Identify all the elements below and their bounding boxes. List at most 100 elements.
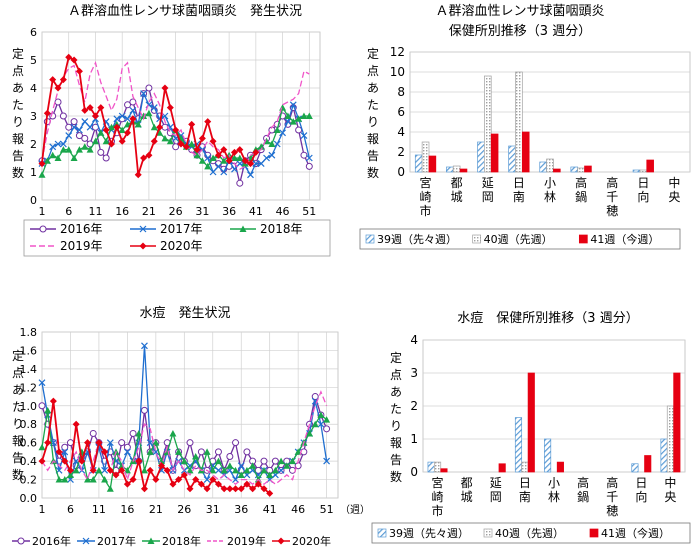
category-char: 宮	[420, 175, 432, 190]
varicella-trend-point	[266, 471, 274, 478]
varicella-bar-y-tick-label: 2	[410, 399, 418, 413]
varicella-trend-point	[271, 466, 279, 474]
strep-trend-point	[230, 154, 238, 161]
varicella-trend-point	[317, 411, 325, 418]
varicella-trend-point	[260, 485, 268, 493]
ylabel-char: り	[12, 115, 24, 129]
category-char: 南	[519, 489, 531, 504]
varicella-bar-bar-日南-0	[514, 417, 523, 473]
varicella-trend-point	[106, 485, 114, 492]
strep-trend-point	[140, 154, 148, 162]
strep-trend-point	[49, 76, 57, 84]
strep-trend-point	[252, 160, 260, 168]
varicella-trend-point	[197, 448, 205, 456]
varicella-bar-category-label: 高千穂	[606, 475, 618, 518]
category-char: 中	[664, 475, 676, 490]
ylabel-char: 告	[390, 453, 402, 467]
ylabel-char: 定	[12, 46, 24, 61]
varicella-trend-point	[214, 448, 222, 456]
category-char: 林	[548, 490, 560, 504]
varicella-bar-y-tick-label: 4	[410, 333, 418, 347]
category-char: 中	[668, 175, 680, 190]
varicella-trend-point	[101, 448, 109, 456]
varicella-trend-point	[243, 480, 251, 488]
ylabel-char: 点	[390, 368, 402, 382]
strep-trend-point	[257, 160, 265, 168]
strep-trend-point	[300, 112, 308, 119]
varicella-trend-point	[140, 406, 148, 414]
varicella-trend-point	[323, 425, 331, 433]
varicella-trend-point	[277, 457, 285, 465]
varicella-trend-point	[266, 489, 274, 497]
strep-trend-point	[289, 118, 297, 125]
varicella-trend-point	[44, 406, 52, 414]
strep-trend-legend-marker	[139, 225, 147, 233]
strep-trend-point	[124, 115, 131, 123]
varicella-trend-point	[232, 485, 240, 493]
strep-bar-category-label: 日南	[513, 176, 525, 204]
varicella-trend-point	[61, 448, 69, 456]
varicella-trend-title: 水痘 発生状況	[139, 306, 230, 321]
varicella-bar-bar-宮崎市-2	[440, 468, 448, 473]
category-char: 日	[519, 476, 531, 490]
varicella-bar-y-tick-label: 3	[410, 366, 418, 380]
strep-trend-point	[86, 104, 94, 112]
strep-trend-point	[129, 98, 137, 106]
strep-trend-point	[182, 143, 190, 151]
varicella-trend-point	[209, 466, 217, 474]
varicella-trend-chart: 0.00.20.40.60.81.01.21.41.61.81 6 11 16 21 26…	[12, 326, 370, 548]
strep-trend-point	[236, 179, 244, 187]
category-char: 岡	[490, 490, 502, 504]
strep-trend-point	[54, 84, 62, 92]
category-char: 高	[577, 475, 589, 490]
varicella-trend-point	[232, 466, 240, 474]
varicella-trend-point	[180, 471, 188, 479]
strep-trend-x-tick-label: 21	[142, 205, 156, 218]
strep-trend-point	[81, 134, 89, 142]
varicella-trend-point	[141, 342, 148, 350]
varicella-trend-point	[175, 476, 183, 484]
strep-trend-point	[209, 168, 217, 176]
strep-trend-point	[145, 109, 153, 117]
varicella-trend-y-tick-label: 0.0	[20, 492, 38, 505]
ylabel-char: た	[12, 98, 24, 112]
strep-bar-category-label: 高千穂	[606, 175, 618, 218]
varicella-bar-category-label: 小林	[548, 476, 560, 504]
strep-trend-point	[75, 146, 83, 153]
strep-trend-point	[166, 137, 174, 145]
strep-trend-point	[289, 101, 297, 109]
strep-trend-point	[230, 148, 238, 156]
varicella-trend-point	[101, 466, 109, 474]
strep-trend-point	[113, 123, 121, 131]
varicella-trend-point	[311, 393, 319, 401]
ylabel-char: り	[367, 115, 379, 129]
varicella-trend-point	[38, 457, 46, 465]
strep-bar-bar-日向-2	[646, 159, 654, 173]
varicella-trend-point	[288, 457, 296, 465]
varicella-trend-point	[140, 485, 148, 493]
strep-trend-y-tick-label: 2	[30, 138, 37, 151]
varicella-bar-legend-swatch	[483, 528, 493, 538]
varicella-trend-point	[66, 439, 74, 447]
category-char: 市	[432, 503, 444, 518]
strep-trend-x-tick-label: 41	[249, 205, 263, 218]
ylabel-char: 報	[390, 436, 402, 450]
varicella-bar-bar-中央-2	[673, 372, 681, 473]
category-char: 小	[548, 476, 560, 490]
varicella-trend-point	[95, 439, 103, 447]
ylabel-char: 告	[12, 149, 24, 163]
varicella-trend-point	[95, 466, 103, 474]
ylabel-char: た	[12, 400, 24, 414]
varicella-trend-y-tick-label: 1.8	[20, 326, 38, 339]
strep-trend-point	[70, 118, 78, 126]
strep-bar-legend-swatch	[472, 234, 482, 244]
strep-trend-point	[193, 151, 201, 159]
ylabel-char: 定	[12, 348, 24, 363]
strep-trend-point	[172, 143, 180, 151]
varicella-trend-point	[55, 448, 63, 456]
strep-trend-legend-label: 2018年	[260, 222, 303, 236]
varicella-trend-point	[311, 420, 319, 428]
strep-trend-legend-label: 2020年	[160, 239, 203, 253]
strep-trend-point	[236, 160, 244, 168]
varicella-trend-point	[237, 471, 245, 478]
